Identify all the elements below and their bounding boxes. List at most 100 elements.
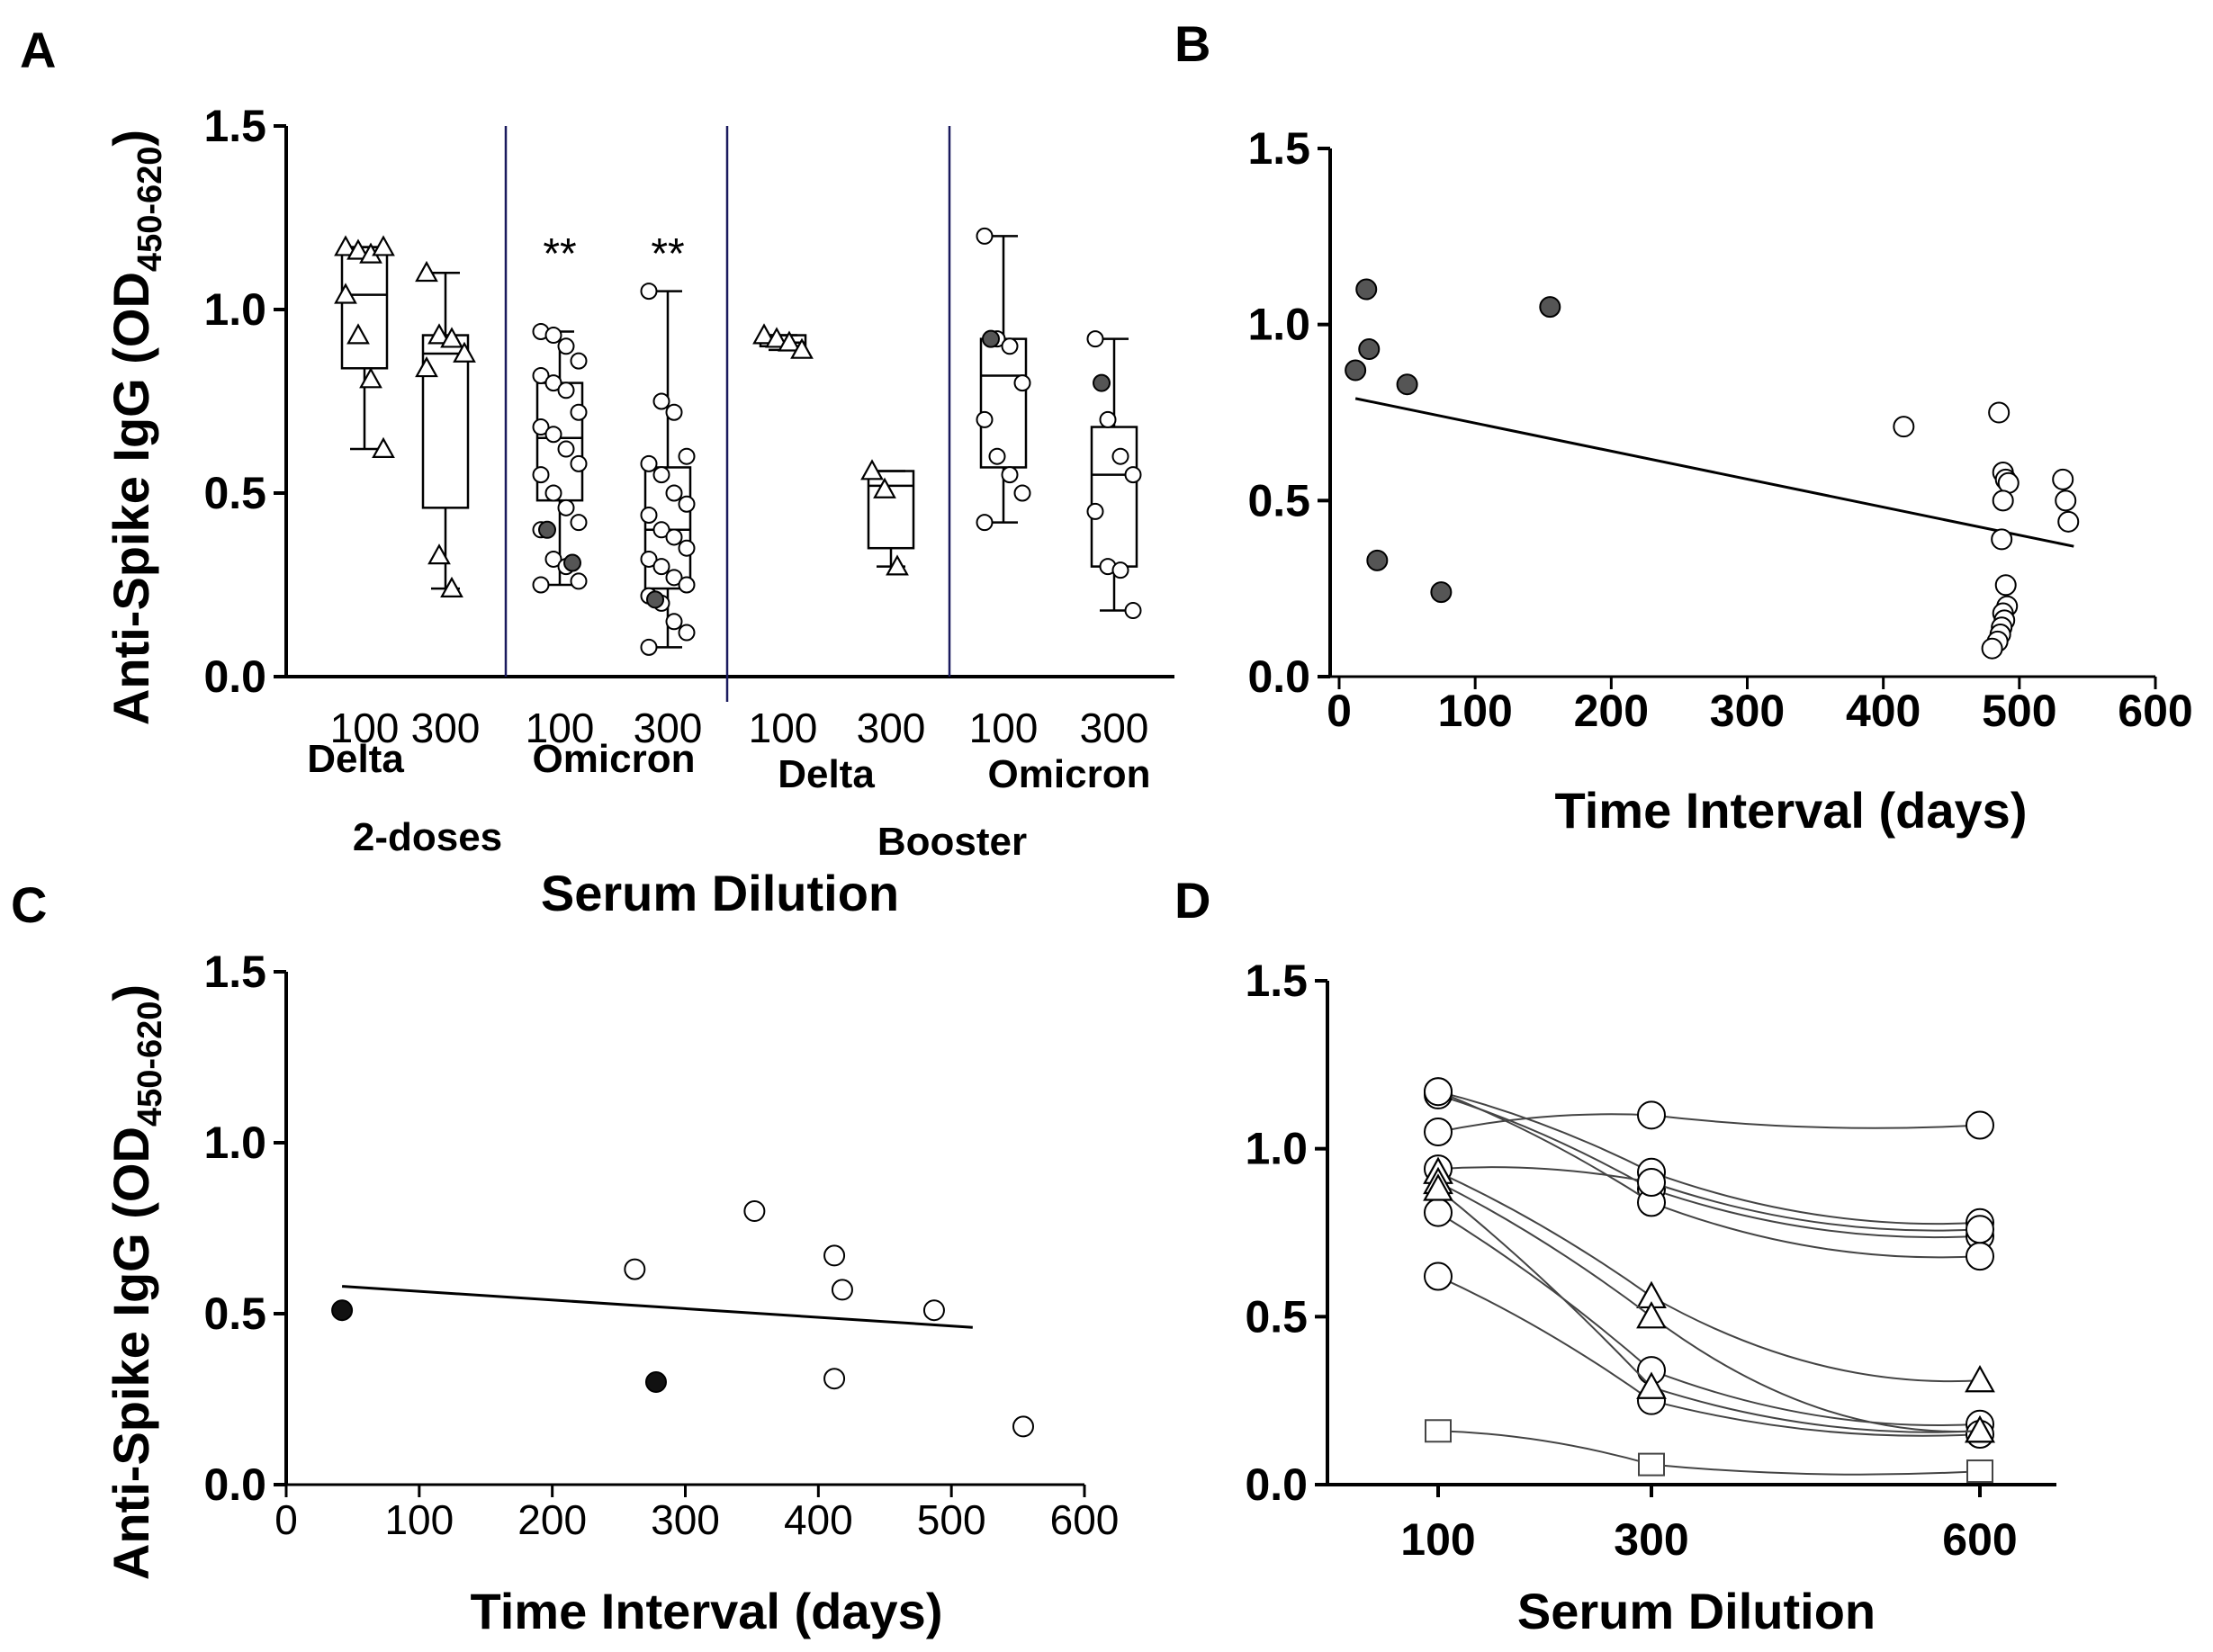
data-point [570, 454, 588, 472]
data-point [372, 235, 395, 256]
panel-a-y-tick-label: 0.0 [203, 651, 266, 702]
variant-label: Delta [778, 752, 875, 796]
data-point [652, 521, 670, 539]
panel-d-point [1966, 1459, 1993, 1484]
panel-b-point [1991, 528, 2013, 551]
data-point [678, 447, 696, 465]
panel-c-point [624, 1258, 646, 1280]
panel-d-xlabel: Serum Dilution [1517, 1583, 1876, 1639]
panel-b-point [1988, 401, 2011, 424]
panel-b-point [1396, 373, 1418, 396]
data-point [1099, 410, 1117, 428]
box [643, 466, 692, 590]
data-point-filled [563, 553, 581, 572]
ylabel-close: ) [103, 130, 159, 147]
ylabel-main: Anti-Spike IgG (OD [103, 1127, 159, 1580]
data-point [1013, 484, 1031, 502]
data-point [640, 550, 658, 568]
data-point [752, 323, 776, 345]
panel-d-point [1423, 1173, 1453, 1201]
panel-b-point [1992, 489, 2014, 512]
x-tick-label: 300 [1080, 705, 1149, 751]
box [1090, 426, 1138, 568]
ylabel-sub: 450-620 [131, 147, 169, 272]
panel-d-x-tick-label: 600 [1942, 1514, 2017, 1565]
data-point [453, 341, 476, 363]
panel-d-y-tick-label: 1.0 [1245, 1124, 1308, 1174]
panel-d-point [1966, 1242, 1994, 1271]
panel-d-point [1637, 1100, 1666, 1130]
panel-a-group-2doses: 2-doses [353, 815, 502, 859]
panel-letter-d: D [1174, 872, 1210, 929]
panel-b-point [1893, 416, 1915, 438]
data-point [678, 576, 696, 594]
panel-letter-b: B [1174, 15, 1210, 72]
panel-c-point [644, 1371, 667, 1393]
data-point [557, 498, 575, 516]
data-point [557, 440, 575, 458]
panel-d-series-line [1437, 1430, 1981, 1476]
data-point [346, 323, 370, 345]
data-point [665, 613, 683, 631]
panel-d-point [1637, 1168, 1666, 1197]
data-point [570, 352, 588, 370]
data-point [665, 569, 683, 587]
variant-label: Omicron [988, 752, 1151, 796]
data-point [372, 436, 395, 458]
panel-b-x-tick-label: 300 [1710, 686, 1785, 736]
panel-c-point [823, 1368, 846, 1390]
panel-d-point [1966, 1110, 1994, 1140]
panel-c-y-tick-label: 1.0 [203, 1118, 266, 1168]
data-point [778, 330, 801, 352]
x-tick-label: 100 [749, 705, 818, 751]
panel-b-x-tick-label: 0 [1327, 686, 1352, 736]
variant-label: Omicron [533, 737, 696, 781]
panel-b-x-tick-label: 600 [2118, 686, 2192, 736]
panel-d-point [1424, 1261, 1453, 1291]
panel-c-x-tick-label: 600 [1050, 1496, 1120, 1543]
data-point [415, 356, 438, 378]
data-point [346, 238, 370, 260]
panel-d-series-line [1437, 1211, 1981, 1427]
data-point [532, 466, 550, 484]
data-point-filled [1093, 373, 1111, 392]
data-point [557, 382, 575, 400]
data-point [544, 484, 562, 502]
data-point [544, 327, 562, 345]
panel-c-y-tick-label: 0.5 [203, 1288, 266, 1339]
data-point [415, 260, 438, 283]
data-point [665, 484, 683, 502]
data-point [652, 466, 670, 484]
panel-d-point [1638, 1452, 1665, 1477]
data-point [1111, 561, 1129, 579]
panel-b-x-tick-label: 400 [1846, 686, 1921, 736]
panel-d-x-tick-label: 300 [1614, 1514, 1688, 1565]
data-point [976, 514, 994, 532]
data-point [1086, 330, 1104, 348]
panel-b-point [2052, 468, 2074, 490]
data-point-filled [646, 590, 664, 609]
panel-b-point [1345, 359, 1367, 382]
data-point [1013, 374, 1031, 392]
panel-a-xlabel: Serum Dilution [541, 865, 899, 921]
data-point [976, 227, 994, 245]
panel-d-series-line [1437, 1181, 1981, 1432]
panel-b-point [1366, 549, 1389, 571]
panel-b-x-tick-label: 500 [1982, 686, 2056, 736]
box [535, 382, 584, 502]
panel-d-series-line [1437, 1171, 1981, 1383]
panel-b-x-tick-label: 200 [1574, 686, 1649, 736]
data-point [427, 323, 451, 345]
data-point [440, 576, 463, 597]
data-point [860, 459, 884, 480]
data-point [570, 403, 588, 421]
data-point [334, 283, 357, 304]
data-point [665, 528, 683, 546]
panel-b-point [2055, 489, 2077, 512]
panel-d-x-tick-label: 100 [1400, 1514, 1475, 1565]
significance-label: ** [651, 230, 684, 278]
x-tick-label: 100 [330, 705, 400, 751]
data-point [532, 576, 550, 594]
panel-b-point [1981, 637, 2003, 660]
data-point [765, 327, 788, 348]
